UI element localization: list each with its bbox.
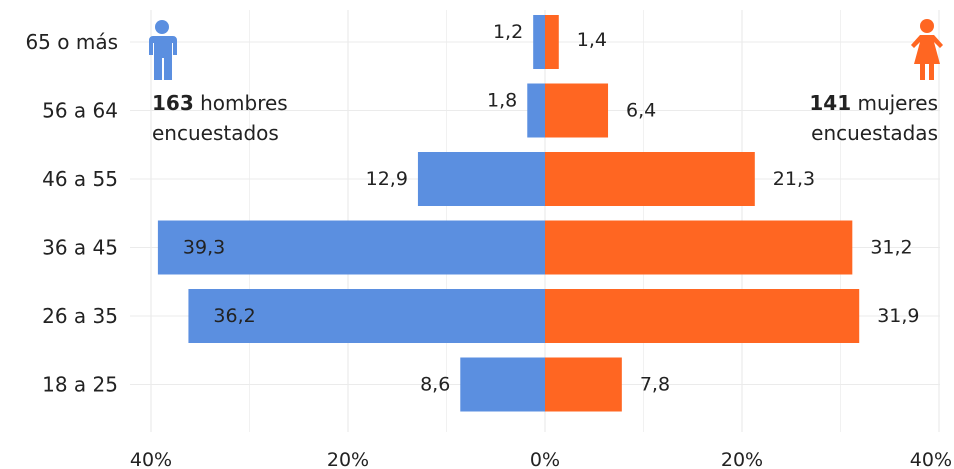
- women-legend-line1: 141 mujeres: [809, 91, 938, 115]
- category-label: 46 a 55: [42, 167, 118, 191]
- men-legend-word: hombres: [200, 91, 288, 115]
- women-legend-line2: encuestadas: [811, 121, 938, 145]
- women-count: 141: [809, 91, 851, 115]
- bar-women: [545, 15, 559, 69]
- bar-men: [157, 220, 545, 275]
- category-label: 18 a 25: [42, 373, 118, 397]
- category-labels: 65 o más 56 a 64 46 a 55 36 a 45 26 a 35 18 a…: [25, 30, 118, 397]
- woman-icon: [911, 19, 943, 80]
- x-tick-label: 40%: [130, 449, 172, 469]
- man-icon: [149, 20, 177, 80]
- bar-women: [545, 152, 755, 206]
- value-label-men: 1,8: [487, 90, 517, 112]
- bar-women: [545, 289, 860, 343]
- category-label: 56 a 64: [42, 99, 118, 123]
- bar-women: [545, 357, 622, 412]
- bar-men: [527, 83, 545, 138]
- bar-men: [460, 357, 545, 412]
- bar-women: [545, 83, 609, 138]
- men-legend-line1: 163 hombres: [152, 91, 288, 115]
- x-tick-label: 40%: [910, 449, 952, 469]
- value-label-women: 1,4: [577, 29, 607, 51]
- bar-men: [533, 15, 545, 69]
- bar-men: [417, 152, 545, 206]
- value-label-men: 12,9: [366, 168, 408, 190]
- x-tick-label: 20%: [327, 449, 369, 469]
- women-legend: 141 mujeres encuestadas: [809, 19, 943, 145]
- value-label-women: 31,9: [877, 305, 919, 327]
- value-label-men: 8,6: [420, 374, 450, 396]
- x-tick-label: 20%: [721, 449, 763, 469]
- bar-men: [188, 289, 545, 343]
- women-legend-word: mujeres: [857, 91, 938, 115]
- value-label-women: 6,4: [626, 100, 656, 122]
- men-legend-line2: encuestados: [152, 121, 279, 145]
- value-label-women: 7,8: [640, 374, 670, 396]
- category-label: 26 a 35: [42, 304, 118, 328]
- bar-women: [545, 220, 853, 275]
- men-count: 163: [152, 91, 194, 115]
- value-label-men: 39,3: [183, 237, 225, 259]
- value-label-men: 1,2: [493, 21, 523, 43]
- category-label: 36 a 45: [42, 236, 118, 260]
- value-labels: 1,2 1,4 1,8 6,4 12,9 21,3 39,3 31,2 36,2 31,9 8,6 7…: [183, 21, 920, 396]
- value-label-women: 31,2: [870, 237, 912, 259]
- value-label-men: 36,2: [213, 305, 255, 327]
- category-label: 65 o más: [25, 30, 118, 54]
- x-axis-tick-labels: 40% 20% 0% 20% 40%: [130, 449, 952, 469]
- value-label-women: 21,3: [773, 168, 815, 190]
- bars: [157, 15, 860, 412]
- x-tick-label: 0%: [530, 449, 560, 469]
- men-legend: 163 hombres encuestados: [149, 20, 288, 145]
